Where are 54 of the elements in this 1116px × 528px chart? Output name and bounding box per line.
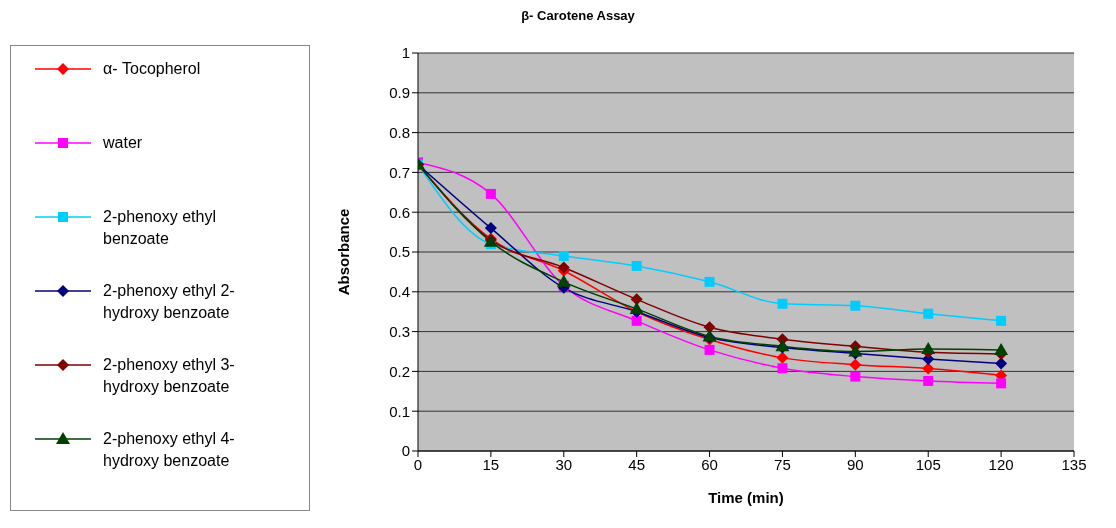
- point: [556, 274, 571, 287]
- x-tick-label: 75: [774, 455, 791, 473]
- point: [629, 301, 644, 314]
- y-tick-label: 0.1: [389, 402, 410, 420]
- y-tick-label: 1: [401, 44, 410, 62]
- x-tick-label: 15: [482, 455, 500, 473]
- point: [923, 308, 934, 319]
- legend-label: 2-phenoxy ethyl 2-hydroxy benzoate: [103, 281, 236, 323]
- x-tick-label: 120: [988, 455, 1014, 473]
- point: [484, 222, 497, 235]
- legend-label: 2-phenoxy ethyl 3-hydroxy benzoate: [103, 355, 236, 397]
- y-tick-label: 0.2: [389, 362, 410, 380]
- legend-label: 2-phenoxy ethyl 4-hydroxy benzoate: [103, 429, 236, 471]
- point: [922, 362, 935, 375]
- point: [777, 363, 788, 374]
- y-tick-label: 0.8: [389, 123, 410, 141]
- y-tick-label: 0.5: [389, 243, 410, 261]
- y-tick-label: 0.3: [389, 322, 410, 340]
- x-tick-label: 60: [701, 455, 718, 473]
- point: [631, 315, 642, 326]
- y-tick-label: 0.9: [389, 84, 410, 102]
- x-tick-label: 135: [1061, 455, 1087, 473]
- x-tick-label: 90: [846, 455, 864, 473]
- point: [558, 250, 569, 261]
- point: [850, 371, 861, 382]
- point: [777, 298, 788, 309]
- x-axis-title: Time (min): [708, 489, 784, 506]
- y-tick-label: 0.4: [389, 283, 410, 301]
- legend-label: 2-phenoxy ethyl benzoate: [103, 207, 217, 249]
- y-tick-label: 0.7: [389, 163, 410, 181]
- x-tick-label: 45: [628, 455, 646, 473]
- point: [850, 300, 861, 311]
- point: [849, 358, 862, 371]
- x-tick-label: 105: [915, 455, 941, 473]
- point: [995, 357, 1008, 370]
- x-tick-label: 0: [413, 455, 423, 473]
- point: [923, 375, 934, 386]
- point: [630, 293, 643, 306]
- point: [776, 351, 789, 364]
- y-tick-label: 0: [401, 442, 410, 460]
- point: [996, 378, 1007, 389]
- legend-label: water: [103, 133, 144, 153]
- point: [994, 342, 1009, 355]
- chart-title: β- Carotene Assay: [520, 8, 636, 23]
- legend-label: α- Tocopherol: [103, 59, 202, 79]
- y-tick-label: 0.6: [389, 203, 410, 221]
- point: [485, 188, 496, 199]
- point: [921, 342, 936, 355]
- x-tick-label: 30: [555, 455, 573, 473]
- point: [631, 260, 642, 271]
- point: [704, 276, 715, 287]
- point: [704, 344, 715, 355]
- y-axis-title: Absorbance: [335, 208, 353, 296]
- point: [996, 315, 1007, 326]
